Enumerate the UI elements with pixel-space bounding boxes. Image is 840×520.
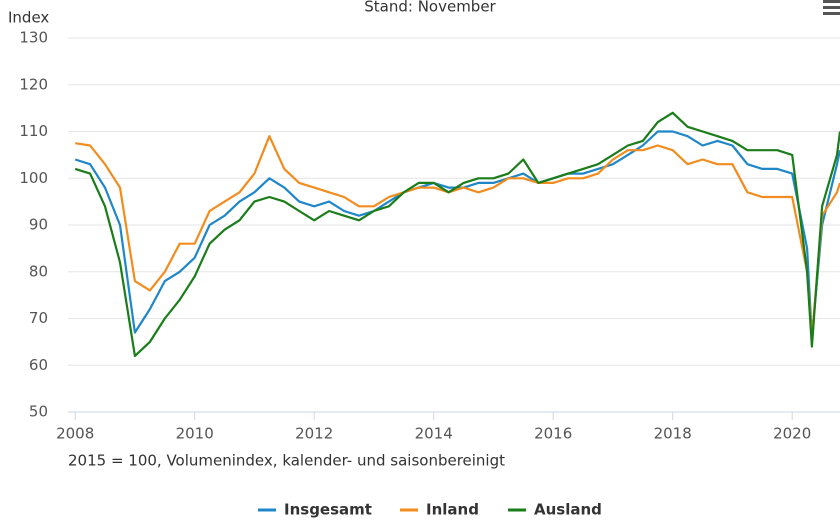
legend-item[interactable]: Inland bbox=[400, 501, 479, 519]
legend-item[interactable]: Insgesamt bbox=[258, 501, 372, 519]
y-axis-label: Index bbox=[8, 9, 49, 27]
note: 2015 = 100, Volumenindex, kalender- und … bbox=[68, 452, 505, 470]
y-tick-label: 50 bbox=[29, 403, 48, 421]
y-tick-label: 90 bbox=[29, 216, 48, 234]
x-tick-label: 2018 bbox=[654, 425, 692, 443]
x-tick-label: 2010 bbox=[176, 425, 214, 443]
chart-title: Stand: November bbox=[364, 0, 496, 16]
y-tick-label: 120 bbox=[19, 75, 48, 93]
y-tick-label: 100 bbox=[19, 169, 48, 187]
x-tick-label: 2020 bbox=[773, 425, 811, 443]
y-tick-label: 130 bbox=[19, 29, 48, 47]
line-series bbox=[74, 111, 840, 357]
line-series bbox=[75, 135, 840, 339]
menu-icon[interactable] bbox=[823, 0, 840, 15]
x-tick-label: 2008 bbox=[56, 425, 94, 443]
menu-bar bbox=[823, 6, 840, 9]
menu-bar bbox=[823, 0, 840, 3]
legend-label: Inland bbox=[426, 501, 479, 519]
menu-bar bbox=[823, 12, 840, 15]
x-tick-label: 2016 bbox=[534, 425, 572, 443]
y-tick-label: 80 bbox=[29, 262, 48, 280]
legend-label: Insgesamt bbox=[284, 501, 372, 519]
y-tick-label: 70 bbox=[29, 309, 48, 327]
y-tick-label: 60 bbox=[29, 356, 48, 374]
legend-label: Ausland bbox=[534, 501, 602, 519]
x-tick-label: 2014 bbox=[415, 425, 453, 443]
y-tick-label: 110 bbox=[19, 122, 48, 140]
line-series bbox=[74, 130, 840, 339]
x-tick-label: 2012 bbox=[295, 425, 333, 443]
legend-item[interactable]: Ausland bbox=[508, 501, 602, 519]
